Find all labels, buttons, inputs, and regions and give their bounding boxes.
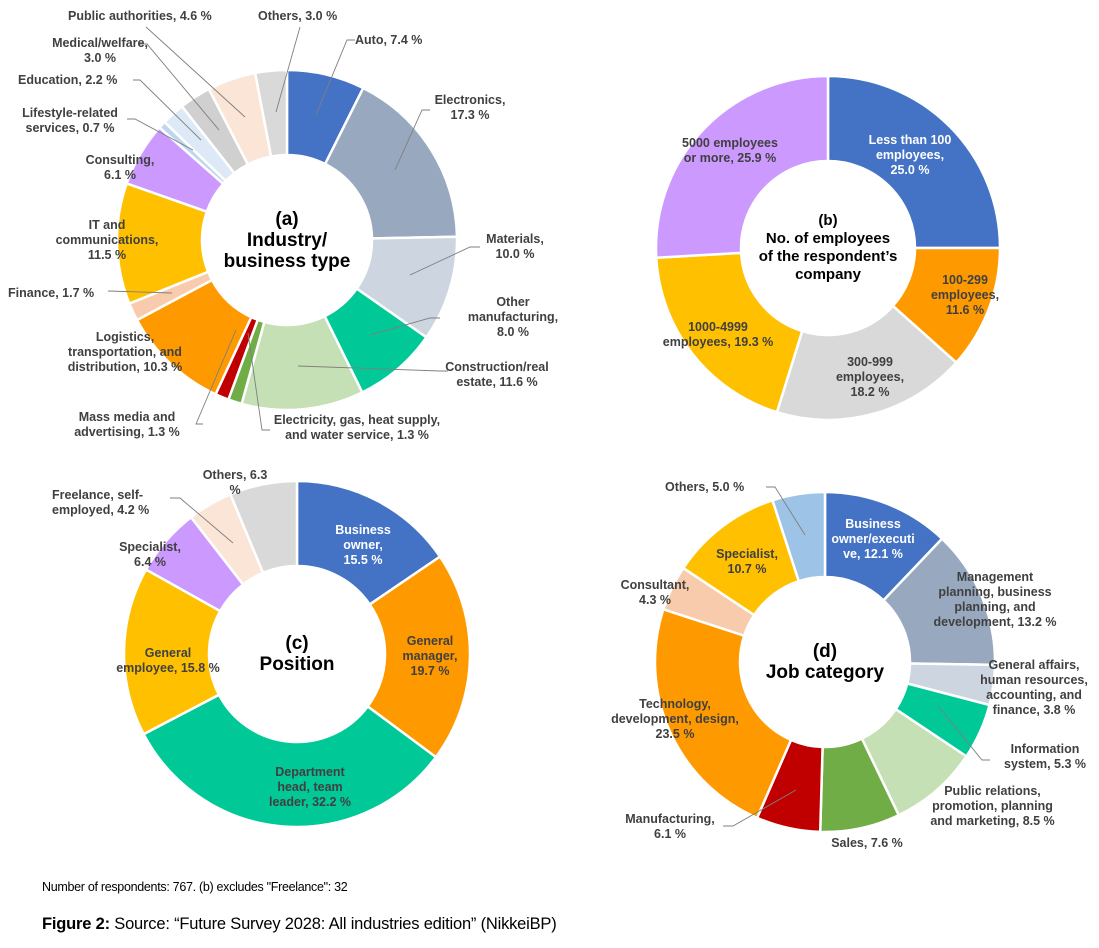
data-label-a-11: Lifestyle-related services, 0.7 % xyxy=(22,106,118,135)
data-label-d-3: Information system, 5.3 % xyxy=(1004,742,1086,771)
chart-title-b: (b) No. of employees of the respondent’s… xyxy=(758,212,898,283)
leader-line-a-12 xyxy=(133,79,202,141)
slice-c-2 xyxy=(142,693,438,829)
data-label-a-13: Medical/welfare, 3.0 % xyxy=(52,36,148,65)
leader-line-a-11 xyxy=(127,118,194,151)
slice-d-10 xyxy=(771,490,827,583)
slice-c-0 xyxy=(295,479,442,606)
figure-caption: Figure 2: Source: “Future Survey 2028: A… xyxy=(42,915,557,934)
data-label-a-4: Construction/real estate, 11.6 % xyxy=(445,360,549,389)
data-label-b-0: Less than 100 employees, 25.0 % xyxy=(868,133,952,177)
leader-line-a-15 xyxy=(275,26,301,113)
data-label-a-0: Auto, 7.4 % xyxy=(355,33,423,47)
leader-line-d-10 xyxy=(766,486,806,536)
leader-line-a-3 xyxy=(369,317,440,336)
data-label-c-4: Specialist, 6.4 % xyxy=(119,540,181,569)
leader-line-c-5 xyxy=(170,497,234,544)
chart-title-d: (d) Job category xyxy=(765,641,885,683)
slice-a-15 xyxy=(253,68,289,158)
slice-b-3 xyxy=(655,251,804,414)
leader-line-a-0 xyxy=(315,39,355,116)
data-label-d-6: Manufacturing, 6.1 % xyxy=(625,812,715,841)
footnote: Number of respondents: 767. (b) excludes… xyxy=(42,880,348,894)
slice-b-0 xyxy=(826,74,1002,250)
data-label-b-3: 1000-4999 employees, 19.3 % xyxy=(662,320,774,349)
data-label-a-1: Electronics, 17.3 % xyxy=(434,93,506,122)
donut-chart-a xyxy=(107,26,480,431)
slice-b-2 xyxy=(775,304,958,422)
leader-line-a-2 xyxy=(409,246,480,276)
data-label-a-9: IT and communications, 11.5 % xyxy=(55,218,159,262)
leader-line-a-1 xyxy=(394,109,430,171)
data-label-a-6: Mass media and advertising, 1.3 % xyxy=(74,410,180,439)
data-label-c-5: Freelance, self- employed, 4.2 % xyxy=(52,488,150,517)
data-label-a-10: Consulting, 6.1 % xyxy=(85,153,155,182)
data-label-d-9: Specialist, 10.7 % xyxy=(716,547,778,576)
data-label-a-3: Other manufacturing, 8.0 % xyxy=(467,295,559,339)
chart-title-c: (c) Position xyxy=(259,633,335,675)
leader-line-a-5 xyxy=(247,332,270,431)
data-label-d-1: Management planning, business planning, … xyxy=(933,570,1057,629)
leader-line-a-14 xyxy=(145,26,246,118)
data-label-a-12: Education, 2.2 % xyxy=(18,73,118,87)
data-label-b-4: 5000 employees or more, 25.9 % xyxy=(682,136,778,165)
data-label-a-5: Electricity, gas, heat supply, and water… xyxy=(273,413,441,442)
data-label-d-10: Others, 5.0 % xyxy=(665,480,745,494)
chart-title-a: (a) Industry/ business type xyxy=(223,208,351,272)
slice-a-1 xyxy=(323,86,459,240)
leader-line-a-13 xyxy=(138,43,220,131)
data-label-b-2: 300-999 employees, 18.2 % xyxy=(835,355,905,399)
data-label-c-2: Department head, team leader, 32.2 % xyxy=(268,765,351,809)
leader-line-d-6 xyxy=(723,789,797,827)
data-label-a-2: Materials, 10.0 % xyxy=(486,232,544,261)
data-label-c-3: General employee, 15.8 % xyxy=(116,646,220,675)
data-label-a-15: Others, 3.0 % xyxy=(258,9,338,23)
data-label-d-7: Technology, development, design, 23.5 % xyxy=(611,697,739,741)
donut-chart-c xyxy=(122,479,472,829)
data-label-a-8: Finance, 1.7 % xyxy=(8,286,95,300)
slice-b-4 xyxy=(654,74,830,259)
slice-d-7 xyxy=(653,608,793,820)
caption-prefix: Figure 2: xyxy=(42,915,110,933)
data-label-d-5: Sales, 7.6 % xyxy=(831,836,903,850)
slice-c-1 xyxy=(366,555,472,759)
data-label-b-1: 100-299 employees, 11.6 % xyxy=(930,273,1000,317)
slice-c-6 xyxy=(229,479,299,575)
donut-chart-d xyxy=(653,486,997,834)
data-label-d-4: Public relations, promotion, planning an… xyxy=(930,784,1055,828)
caption-text: Source: “Future Survey 2028: All industr… xyxy=(109,915,557,933)
data-label-d-8: Consultant, 4.3 % xyxy=(620,578,690,607)
data-label-a-14: Public authorities, 4.6 % xyxy=(68,9,212,23)
leader-line-a-4 xyxy=(297,365,448,372)
data-label-d-2: General affairs, human resources, accoun… xyxy=(980,658,1088,717)
donut-chart-b xyxy=(654,74,1002,422)
leader-line-a-6 xyxy=(195,329,237,425)
data-label-a-7: Logistics, transportation, and distribut… xyxy=(67,330,183,374)
data-label-c-1: General manager, 19.7 % xyxy=(402,634,458,678)
data-label-c-6: Others, 6.3 % xyxy=(202,468,268,497)
leader-line-a-8 xyxy=(107,290,173,294)
data-label-c-0: Business owner, 15.5 % xyxy=(335,523,391,567)
data-label-d-0: Business owner/executi ve, 12.1 % xyxy=(831,517,915,561)
leader-line-d-3 xyxy=(937,705,990,761)
